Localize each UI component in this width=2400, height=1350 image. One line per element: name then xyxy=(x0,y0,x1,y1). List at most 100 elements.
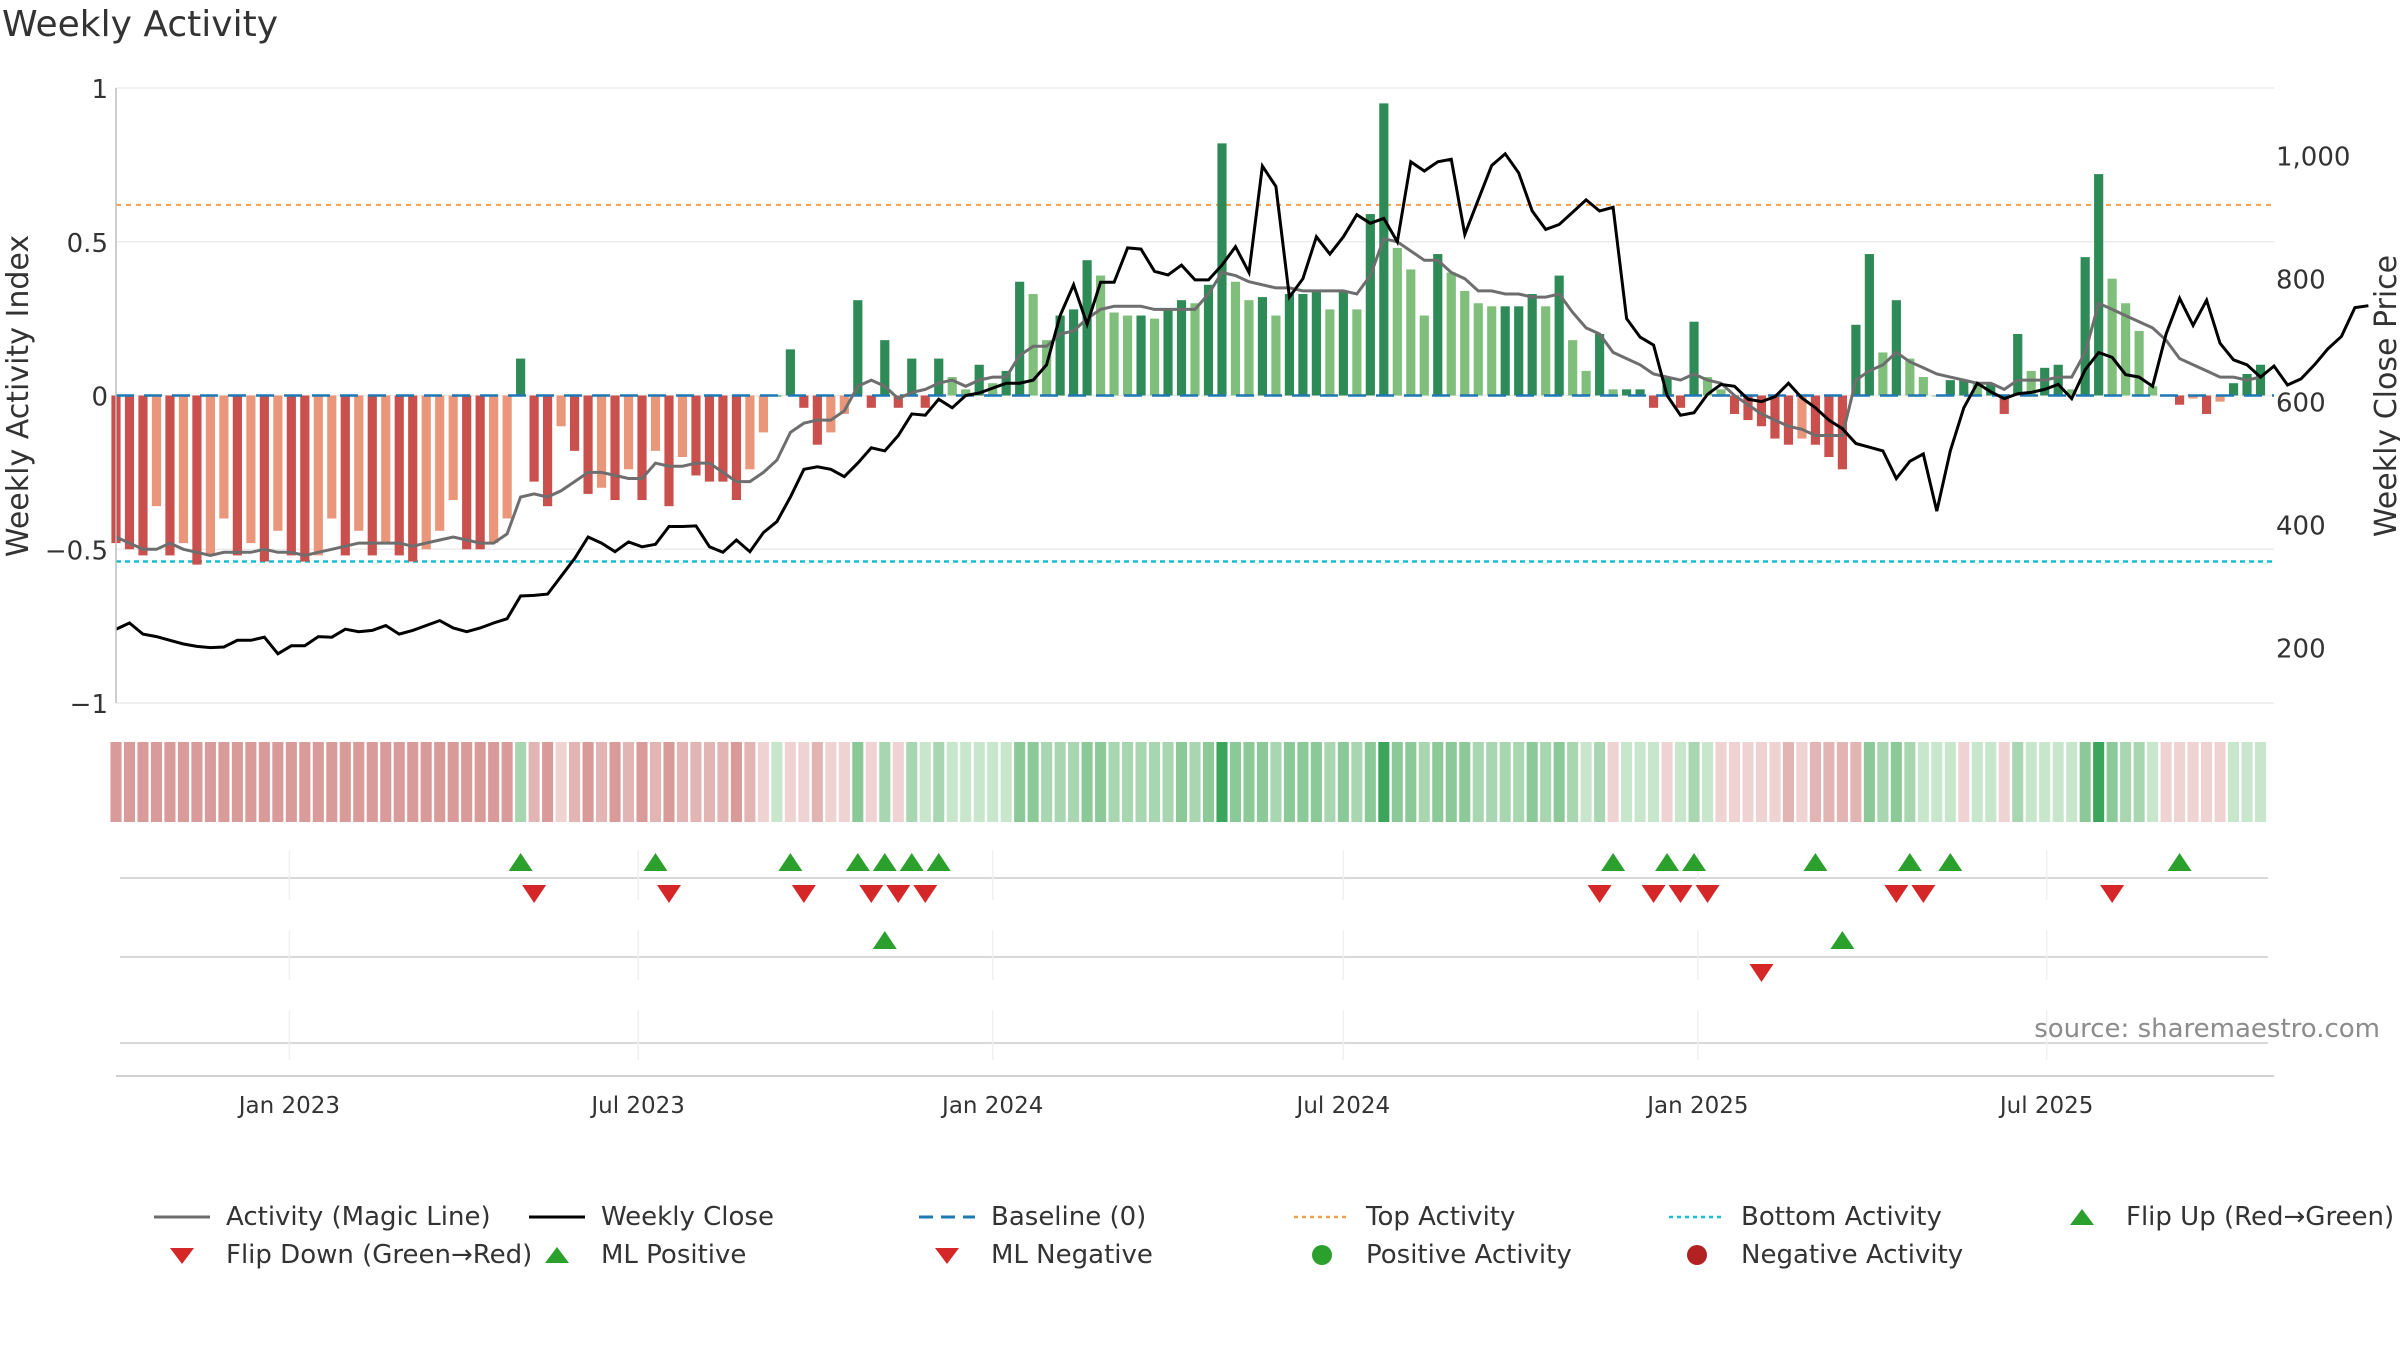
activity-bar xyxy=(354,395,364,531)
strip-cell xyxy=(1202,742,1215,822)
activity-bar xyxy=(610,395,620,501)
strip-cell xyxy=(2228,742,2240,822)
activity-bar xyxy=(1487,306,1497,396)
activity-bar xyxy=(1689,321,1699,396)
activity-bar xyxy=(1905,358,1915,396)
y-tick-label: 0.5 xyxy=(67,229,108,259)
strip-cell xyxy=(609,742,621,822)
strip-cell xyxy=(393,742,405,822)
activity-bar xyxy=(1554,275,1564,396)
strip-cell xyxy=(528,742,540,822)
strip-cell xyxy=(1728,742,1741,822)
strip-cell xyxy=(2106,742,2118,822)
activity-bar xyxy=(2040,367,2050,396)
strip-cell xyxy=(2174,742,2186,822)
strip-cell xyxy=(231,742,243,822)
strip-cell xyxy=(2147,742,2159,822)
flip-up-marker xyxy=(872,853,897,871)
strip-cell xyxy=(1675,742,1687,822)
activity-bar xyxy=(1311,290,1321,396)
activity-bar xyxy=(1770,395,1780,439)
legend-item-ml-neg: ML Negative xyxy=(915,1240,1153,1270)
activity-bar xyxy=(664,395,674,507)
strip-cell xyxy=(1108,742,1120,822)
strip-cell xyxy=(1364,742,1376,822)
activity-bar xyxy=(1069,309,1079,396)
activity-bar xyxy=(381,395,391,544)
x-tick-label: Jan 2025 xyxy=(1645,1093,1748,1119)
activity-bar xyxy=(1648,395,1659,408)
activity-bar xyxy=(2242,373,2252,396)
strip-cell xyxy=(1648,742,1660,822)
y-right-tick-label: 600 xyxy=(2276,389,2326,419)
legend-label: Baseline (0) xyxy=(991,1202,1147,1232)
activity-bar xyxy=(1338,290,1348,396)
strip-cell xyxy=(1607,742,1619,822)
x-tick-label: Jan 2023 xyxy=(237,1093,340,1119)
activity-bar xyxy=(367,395,377,556)
y-axis-label-left: Weekly Activity Index xyxy=(1,235,36,557)
flip-up-marker xyxy=(1803,853,1828,871)
activity-bar xyxy=(1271,315,1281,396)
strip-cell xyxy=(258,742,270,822)
strip-cell xyxy=(2120,742,2132,822)
activity-bar xyxy=(448,395,458,501)
activity-bar xyxy=(1635,389,1645,396)
flip-up-marker xyxy=(899,853,924,871)
activity-bar xyxy=(340,395,350,556)
activity-bar xyxy=(2121,303,2131,396)
page-title: Weekly Activity xyxy=(2,4,279,45)
strip-cell xyxy=(919,742,931,822)
strip-cell xyxy=(676,742,689,822)
strip-cell xyxy=(1594,742,1606,822)
strip-cell xyxy=(1310,742,1322,822)
activity-bar xyxy=(691,395,701,476)
strip-cell xyxy=(757,742,769,822)
flip-up-marker xyxy=(1938,853,1963,871)
activity-bar xyxy=(704,395,715,482)
activity-bar xyxy=(192,395,202,565)
legend-swatch-ml-neg xyxy=(915,1240,979,1270)
activity-bar xyxy=(2255,364,2266,396)
x-tick-label: Jan 2024 xyxy=(940,1093,1043,1119)
strip-cell xyxy=(542,742,554,822)
strip-cell xyxy=(798,742,810,822)
strip-cell xyxy=(2066,742,2078,822)
strip-cell xyxy=(191,742,203,822)
strip-cell xyxy=(1000,742,1012,822)
strip-cell xyxy=(960,742,972,822)
x-tick-label: Jul 2023 xyxy=(589,1093,685,1119)
activity-bar xyxy=(596,395,607,488)
activity-bar xyxy=(1473,303,1483,396)
strip-cell xyxy=(1027,742,1039,822)
flip-up-marker xyxy=(508,853,533,871)
strip-cell xyxy=(272,742,284,822)
legend-label: Negative Activity xyxy=(1741,1240,1964,1270)
activity-bar xyxy=(677,395,688,457)
strip-cell xyxy=(622,742,635,822)
strip-cell xyxy=(488,742,500,822)
strip-cell xyxy=(1432,742,1444,822)
strip-cell xyxy=(353,742,365,822)
activity-bar xyxy=(731,395,742,501)
strip-cell xyxy=(1621,742,1633,822)
legend-label: Positive Activity xyxy=(1366,1240,1572,1270)
strip-cell xyxy=(1809,742,1821,822)
activity-bar xyxy=(1257,297,1268,396)
activity-bar xyxy=(1015,281,1025,396)
activity-bar xyxy=(1891,300,1901,396)
activity-bar xyxy=(1527,294,1537,396)
activity-bar xyxy=(907,358,917,396)
activity-bar xyxy=(138,395,148,556)
activity-bar xyxy=(785,349,795,396)
strip-cell xyxy=(2187,742,2199,822)
strip-cell xyxy=(1715,742,1727,822)
y-tick-label: 1 xyxy=(91,75,108,105)
activity-bar xyxy=(205,395,215,556)
strip-cell xyxy=(1742,742,1754,822)
strip-cell xyxy=(1971,742,1983,822)
axes: 1 0.5 0 −0.5 −1 1,000 800 600 400 200 xyxy=(45,75,2351,720)
activity-bar xyxy=(1149,318,1160,396)
activity-bar xyxy=(880,340,890,396)
activity-bar xyxy=(1176,300,1187,396)
